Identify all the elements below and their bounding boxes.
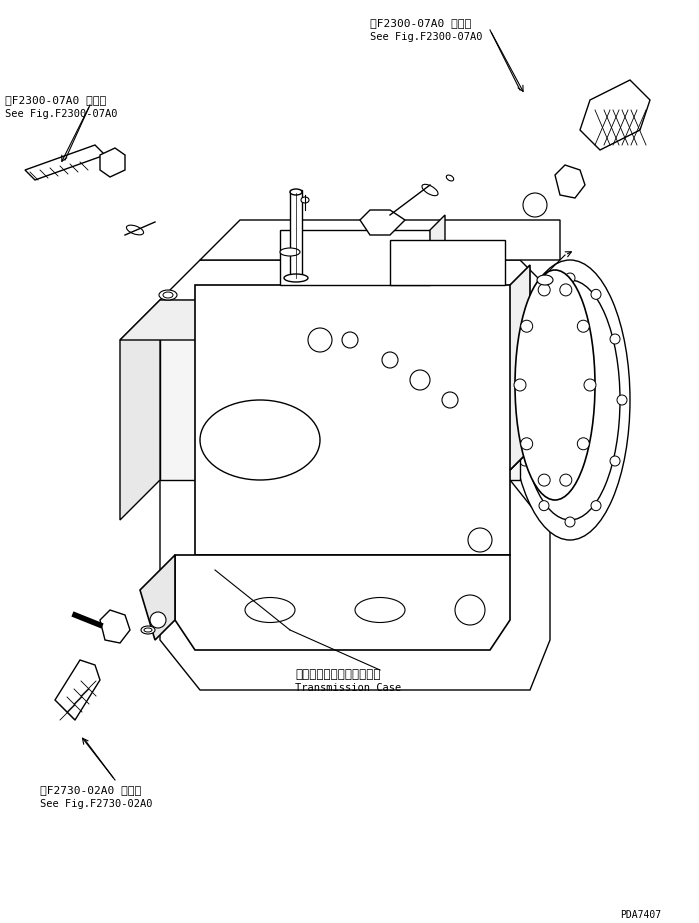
Polygon shape [100,610,130,643]
Ellipse shape [422,185,438,196]
Text: 第F2300-07A0 図参照: 第F2300-07A0 図参照 [370,18,471,28]
Ellipse shape [510,260,630,540]
Polygon shape [160,260,560,480]
Circle shape [539,289,549,299]
Circle shape [560,474,572,486]
Ellipse shape [141,626,155,634]
Ellipse shape [127,225,143,234]
Ellipse shape [163,292,173,298]
Polygon shape [195,285,530,555]
Circle shape [539,500,549,510]
Circle shape [565,273,575,283]
Circle shape [513,395,523,405]
Circle shape [538,284,550,296]
Polygon shape [25,145,105,180]
Circle shape [308,328,332,352]
Ellipse shape [515,270,595,500]
Ellipse shape [447,175,454,181]
Polygon shape [120,300,520,340]
Ellipse shape [284,274,308,282]
Circle shape [442,392,458,408]
Polygon shape [175,555,510,650]
Polygon shape [390,240,505,285]
Ellipse shape [520,280,620,520]
Circle shape [455,595,485,625]
Polygon shape [120,300,160,520]
Polygon shape [160,300,520,480]
Ellipse shape [537,275,553,285]
Polygon shape [580,80,650,150]
Ellipse shape [245,597,295,622]
Circle shape [617,395,627,405]
Circle shape [577,438,589,450]
Circle shape [591,500,601,510]
Ellipse shape [144,628,152,632]
Circle shape [520,456,530,466]
Circle shape [521,438,533,450]
Circle shape [610,456,620,466]
Ellipse shape [200,400,320,480]
Circle shape [514,379,526,391]
Circle shape [538,474,550,486]
Circle shape [521,320,533,332]
Ellipse shape [159,290,177,300]
Circle shape [410,370,430,390]
Ellipse shape [290,189,302,195]
Ellipse shape [301,197,309,203]
Circle shape [560,284,572,296]
Text: 第F2300-07A0 図参照: 第F2300-07A0 図参照 [5,95,106,105]
Polygon shape [200,220,560,260]
Circle shape [342,332,358,348]
Polygon shape [510,265,530,470]
Circle shape [584,379,596,391]
Polygon shape [140,555,175,640]
Polygon shape [55,660,100,720]
Ellipse shape [355,597,405,622]
Polygon shape [555,165,585,198]
Polygon shape [290,190,302,280]
Circle shape [610,334,620,344]
Circle shape [150,612,166,628]
Polygon shape [160,480,550,690]
Circle shape [565,517,575,527]
Text: See Fig.F2300-07A0: See Fig.F2300-07A0 [370,32,482,42]
Polygon shape [360,210,405,235]
Text: PDA7407: PDA7407 [620,910,661,920]
Text: 第F2730-02A0 図参照: 第F2730-02A0 図参照 [40,785,141,795]
Polygon shape [430,215,445,285]
Circle shape [591,289,601,299]
Circle shape [382,352,398,368]
Circle shape [468,528,492,552]
Ellipse shape [280,248,300,256]
Circle shape [523,193,547,217]
Text: Transmission Case: Transmission Case [295,683,401,693]
Polygon shape [280,230,430,285]
Text: See Fig.F2730-02A0: See Fig.F2730-02A0 [40,799,152,809]
Text: See Fig.F2300-07A0: See Fig.F2300-07A0 [5,109,117,119]
Circle shape [577,320,589,332]
Circle shape [520,334,530,344]
Polygon shape [100,148,125,177]
Text: トランスミッションケース: トランスミッションケース [295,668,380,681]
